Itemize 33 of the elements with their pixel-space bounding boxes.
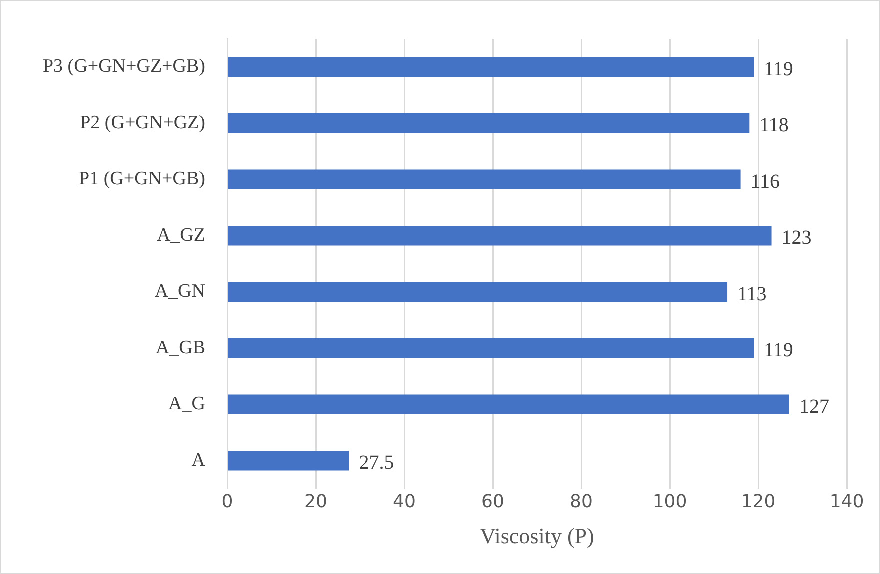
x-tick-label: 100 bbox=[652, 491, 688, 512]
x-tick-label: 40 bbox=[393, 491, 416, 512]
data-label: 119 bbox=[764, 340, 794, 362]
bar bbox=[228, 57, 754, 77]
x-tick-label: 60 bbox=[482, 491, 504, 512]
y-tick-label: A_GZ bbox=[156, 224, 206, 246]
x-tick-label: 20 bbox=[304, 491, 328, 512]
y-tick-label: P1 (G+GN+GB) bbox=[79, 168, 206, 190]
y-tick-label: A_GB bbox=[156, 337, 206, 358]
y-tick-label: A_GN bbox=[154, 281, 206, 302]
y-tick-label: A bbox=[192, 450, 206, 471]
bar bbox=[228, 451, 350, 471]
data-label: 118 bbox=[760, 114, 789, 137]
data-label: 113 bbox=[738, 283, 767, 306]
x-axis-title: Viscosity (P) bbox=[480, 524, 594, 549]
data-label: 127 bbox=[799, 396, 830, 418]
x-tick-label: 80 bbox=[570, 491, 593, 512]
x-tick-label: 140 bbox=[830, 491, 864, 512]
data-label: 123 bbox=[782, 227, 812, 250]
data-label: 27.5 bbox=[359, 452, 394, 474]
y-tick-label: P2 (G+GN+GZ) bbox=[80, 112, 206, 134]
bar bbox=[228, 394, 790, 414]
bar bbox=[228, 282, 728, 302]
x-tick-label: 0 bbox=[222, 491, 234, 512]
bar bbox=[228, 170, 741, 190]
y-tick-label: P3 (G+GN+GZ+GB) bbox=[42, 56, 206, 78]
x-tick-label: 120 bbox=[741, 491, 776, 512]
data-label: 119 bbox=[764, 58, 794, 80]
bar bbox=[228, 338, 754, 358]
bar bbox=[228, 226, 772, 246]
data-label: 116 bbox=[750, 170, 780, 193]
y-tick-label: A_G bbox=[168, 394, 206, 415]
bar bbox=[228, 114, 750, 134]
